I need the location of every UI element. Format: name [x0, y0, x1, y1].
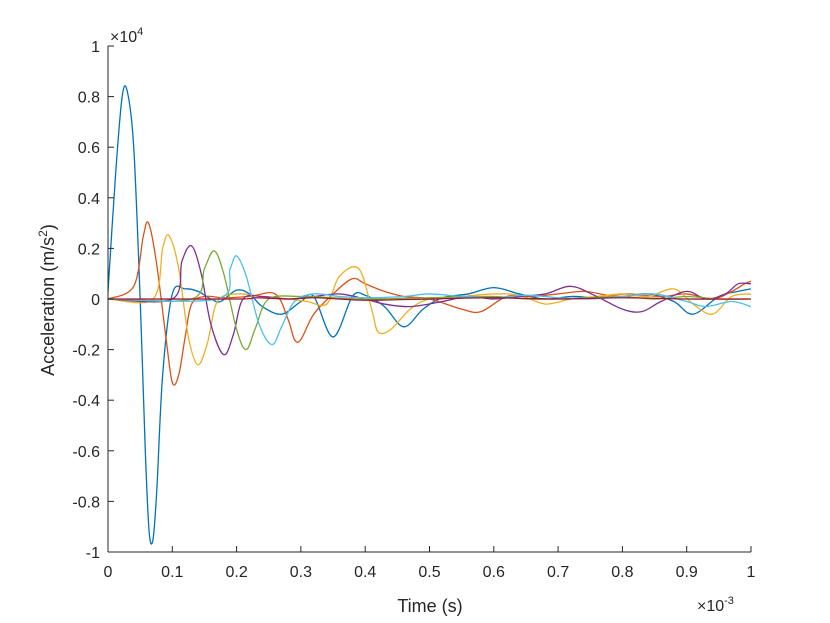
series-layer [107, 85, 752, 545]
x-tick-label: 0.4 [354, 564, 376, 581]
x-tick-label: 0.5 [418, 564, 440, 581]
x-tick-label: 0.2 [225, 564, 247, 581]
y-tick-label: 0.8 [78, 90, 100, 107]
y-axis-label-end: ) [38, 224, 58, 230]
x-multiplier-exponent: -3 [724, 595, 734, 607]
y-tick-label: -1 [86, 545, 100, 562]
x-axis-label: Time (s) [397, 596, 462, 616]
x-tick-label: 1 [747, 564, 756, 581]
x-tick-label: 0.3 [290, 564, 312, 581]
series-line-7 [107, 297, 752, 301]
series-line-3 [107, 234, 752, 366]
y-tick-label: -0.6 [72, 444, 100, 461]
y-tick-label: -0.8 [72, 494, 100, 511]
tick-labels: 0 0.1 0.2 0.3 0.4 0.5 0.6 0.7 0.8 0.9 1 -1 -0.8 -0.6 -… [72, 39, 755, 581]
y-axis-label: Acceleration (m/s2) [36, 224, 58, 376]
y-multiplier-exponent: 4 [137, 26, 143, 38]
axes [107, 45, 752, 553]
x-tick-label: 0.6 [483, 564, 505, 581]
y-tick-label: -0.4 [72, 393, 100, 410]
y-tick-label: 0.4 [78, 191, 100, 208]
y-tick-label: 1 [91, 39, 100, 56]
series-line-6 [107, 255, 752, 346]
x-axis-multiplier: ×10-3 [697, 595, 734, 615]
x-tick-label: 0.7 [547, 564, 569, 581]
y-multiplier-base: ×10 [110, 29, 137, 46]
y-axis-label-main: Acceleration (m/s [38, 237, 58, 376]
x-tick-label: 0 [104, 564, 113, 581]
y-axis-label-superscript: 2 [36, 230, 50, 237]
x-multiplier-base: ×10 [697, 598, 724, 615]
x-tick-label: 0.9 [676, 564, 698, 581]
y-tick-label: 0.2 [78, 241, 100, 258]
y-axis-multiplier: ×104 [110, 26, 143, 46]
x-tick-label: 0.1 [161, 564, 183, 581]
y-tick-label: 0 [91, 292, 100, 309]
series-line-1 [107, 85, 752, 545]
series-line-4 [107, 244, 752, 356]
y-tick-label: -0.2 [72, 343, 100, 360]
y-tick-label: 0.6 [78, 140, 100, 157]
x-tick-label: 0.8 [611, 564, 633, 581]
